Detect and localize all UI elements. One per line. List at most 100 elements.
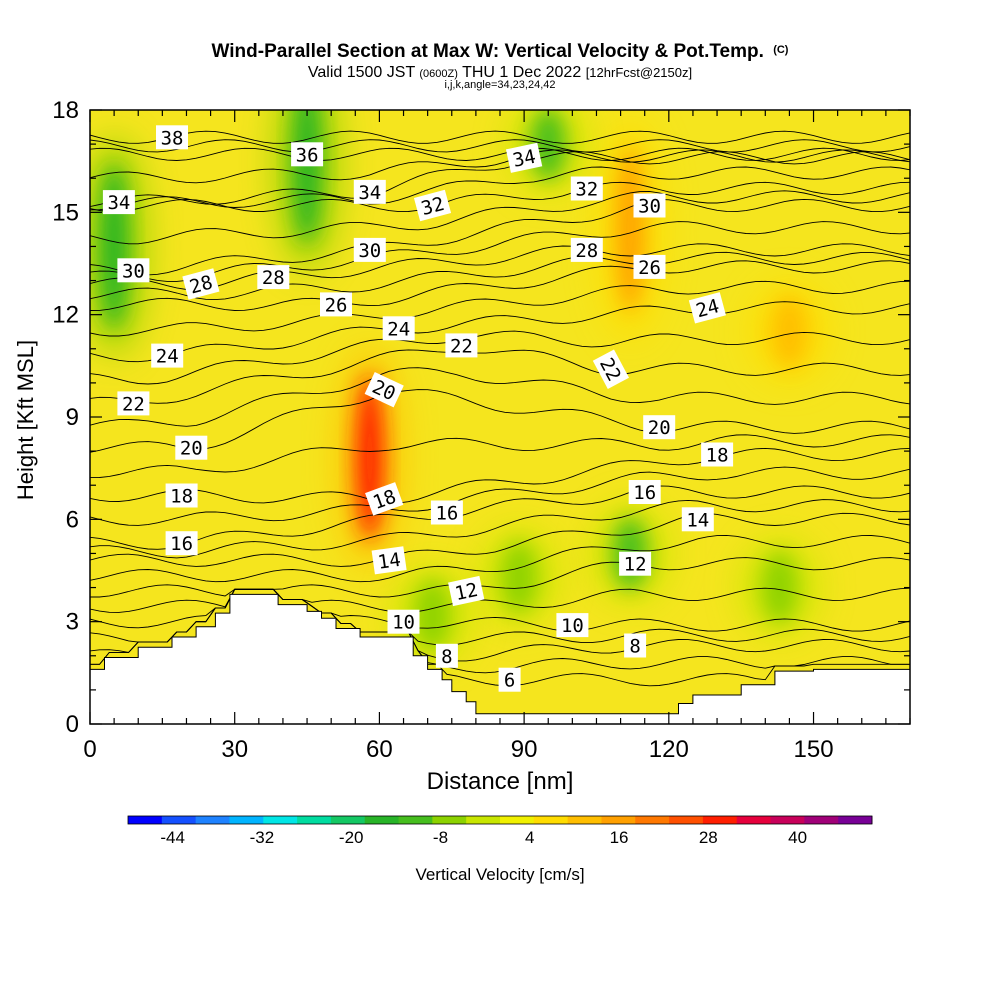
theta-label-box bbox=[505, 142, 543, 173]
theta-contour-30 bbox=[90, 198, 910, 276]
theta-label: 20 bbox=[175, 435, 208, 460]
theta-label-text: 8 bbox=[629, 636, 640, 658]
theta-label-text: 34 bbox=[358, 182, 381, 204]
theta-label: 12 bbox=[619, 551, 652, 576]
theta-label-text: 10 bbox=[561, 615, 584, 637]
theta-label-box bbox=[175, 435, 208, 460]
theta-label-box bbox=[435, 643, 458, 668]
theta-label-box bbox=[257, 265, 290, 290]
theta-contour-27 bbox=[90, 251, 910, 301]
velocity-core bbox=[762, 551, 798, 624]
colorbar-segment bbox=[533, 816, 569, 824]
theta-contour-35 bbox=[90, 149, 910, 184]
theta-label-box bbox=[353, 179, 386, 204]
theta-label-text: 30 bbox=[122, 260, 145, 282]
theta-label-box bbox=[117, 258, 150, 283]
colorbar-tick-label: 4 bbox=[525, 828, 534, 847]
theta-label: 20 bbox=[643, 415, 676, 440]
colorbar-segment bbox=[635, 816, 670, 824]
theta-contour-31 bbox=[90, 190, 910, 245]
x-tick-label: 0 bbox=[83, 736, 96, 763]
theta-label-box bbox=[165, 483, 198, 508]
theta-contour-36 bbox=[90, 147, 910, 161]
theta-label: 30 bbox=[117, 258, 150, 283]
theta-label-box bbox=[592, 349, 630, 389]
theta-contour-17 bbox=[90, 466, 910, 526]
theta-label-text: 32 bbox=[575, 179, 598, 201]
theta-label-box bbox=[445, 333, 478, 358]
colorbar-segment bbox=[736, 816, 772, 824]
theta-contour-10 bbox=[90, 588, 910, 632]
theta-label: 16 bbox=[628, 480, 661, 504]
theta-contour-14 bbox=[90, 512, 910, 567]
theta-contour-38 bbox=[90, 130, 910, 144]
y-tick-label: 12 bbox=[52, 302, 79, 329]
chart-title-mark: (C) bbox=[773, 44, 789, 56]
theta-label: 38 bbox=[156, 125, 188, 150]
colorbar-segment bbox=[669, 816, 704, 824]
theta-label-box bbox=[382, 316, 415, 341]
subtitle-valid: Valid 1500 JST bbox=[308, 64, 416, 81]
colorbar-tick-label: -20 bbox=[339, 828, 364, 847]
chart-title: Wind-Parallel Section at Max W: Vertical… bbox=[212, 41, 789, 62]
theta-label-box bbox=[619, 551, 652, 576]
theta-contour-21 bbox=[90, 367, 910, 427]
theta-label: 8 bbox=[435, 643, 458, 668]
theta-label: 30 bbox=[633, 193, 666, 218]
theta-label-box bbox=[570, 237, 603, 262]
colorbar-segment bbox=[702, 816, 738, 824]
colorbar-segment bbox=[297, 816, 332, 824]
velocity-core bbox=[501, 541, 537, 614]
y-tick-label: 3 bbox=[66, 609, 79, 636]
theta-contour-25 bbox=[90, 280, 910, 337]
theta-label-text: 8 bbox=[441, 646, 452, 668]
theta-label-text: 20 bbox=[180, 438, 203, 460]
theta-label: 14 bbox=[681, 507, 714, 532]
theta-label-text: 16 bbox=[170, 533, 193, 555]
theta-label-box bbox=[182, 268, 220, 300]
y-axis-label: Height [Kft MSL] bbox=[13, 340, 38, 500]
theta-label: 8 bbox=[624, 633, 647, 658]
theta-label-box bbox=[165, 531, 198, 556]
theta-contour-34 bbox=[90, 151, 910, 208]
theta-label-text: 24 bbox=[156, 346, 179, 368]
theta-contour-29 bbox=[90, 221, 910, 282]
theta-contour-26 bbox=[90, 260, 910, 311]
velocity-field bbox=[90, 110, 828, 663]
theta-label-box bbox=[387, 609, 420, 634]
theta-label-box bbox=[365, 482, 404, 516]
theta-contour-23 bbox=[90, 330, 910, 385]
theta-contour-13 bbox=[90, 534, 910, 583]
theta-label-text: 34 bbox=[107, 192, 130, 214]
theta-label-box bbox=[633, 254, 666, 279]
subtitle-utc: (0600Z) bbox=[419, 68, 458, 80]
theta-contour-16 bbox=[90, 485, 910, 550]
theta-label-text: 34 bbox=[511, 146, 538, 172]
theta-label-text: 20 bbox=[648, 417, 671, 439]
theta-contour-22 bbox=[90, 349, 910, 404]
theta-label-box bbox=[643, 415, 676, 440]
theta-label-text: 24 bbox=[387, 318, 410, 340]
theta-label: 30 bbox=[353, 237, 386, 262]
theta-label-box bbox=[156, 125, 188, 150]
theta-label: 18 bbox=[701, 442, 734, 467]
theta-label: 26 bbox=[633, 254, 666, 279]
colorbar-tick-label: -8 bbox=[433, 828, 448, 847]
colorbar-tick-label: 28 bbox=[699, 828, 718, 847]
theta-label: 34 bbox=[353, 179, 386, 204]
colorbar: -44 -32 -20 -8 4 16 28 40 bbox=[127, 815, 873, 847]
theta-label-box bbox=[117, 391, 150, 416]
colorbar-segment bbox=[128, 816, 163, 824]
theta-label-text: 26 bbox=[325, 294, 348, 316]
theta-label: 20 bbox=[364, 372, 404, 408]
theta-label: 28 bbox=[570, 237, 603, 262]
theta-label-text: 10 bbox=[392, 612, 415, 634]
theta-contour-18 bbox=[90, 447, 910, 504]
theta-contour-11 bbox=[90, 587, 910, 613]
y-tick-label: 9 bbox=[66, 404, 79, 431]
colorbar-segment bbox=[263, 816, 298, 824]
velocity-feature-updraft-right-mid bbox=[750, 283, 828, 380]
colorbar-label: Vertical Velocity [cm/s] bbox=[415, 865, 584, 884]
theta-label-text: 22 bbox=[122, 393, 145, 415]
